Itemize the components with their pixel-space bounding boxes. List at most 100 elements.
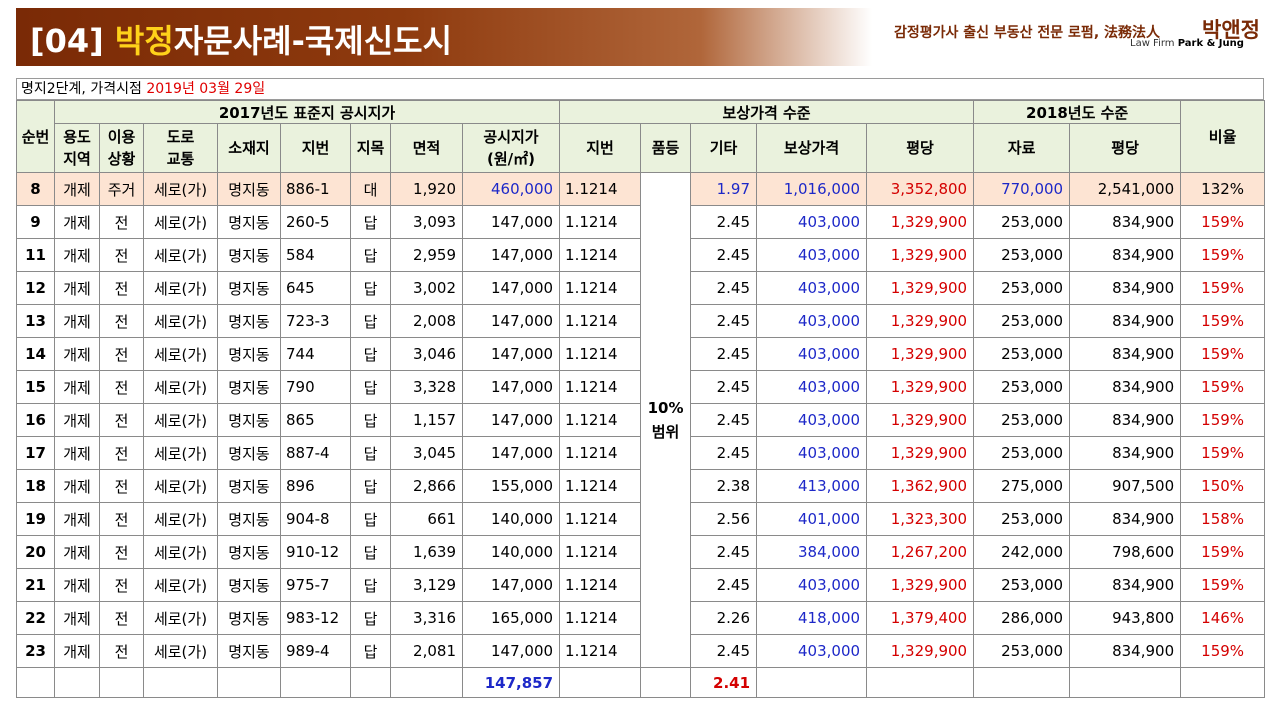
cell-comp: 403,000 — [756, 436, 868, 470]
header-road: 도로교통 — [143, 123, 218, 173]
cell-ratio: 159% — [1180, 370, 1266, 404]
table-row: 16 개제 전 세로(가) 명지동 865 답 1,157 147,000 1.1214 2.45 4… — [16, 403, 1266, 437]
cell-comp: 1,016,000 — [756, 172, 868, 206]
grade-range-percent: 10% — [647, 399, 684, 417]
cell-comp: 403,000 — [756, 370, 868, 404]
table-row: 12 개제 전 세로(가) 명지동 645 답 3,002 147,000 1.1214 2.45 4… — [16, 271, 1266, 305]
cell-zone: 개제 — [54, 535, 100, 569]
cell-no: 23 — [16, 634, 55, 668]
cell-loc: 명지동 — [217, 568, 281, 602]
header-lot: 지번 — [280, 123, 351, 173]
cell-pp: 1,329,900 — [866, 436, 975, 470]
cell-other: 2.45 — [690, 535, 758, 569]
cell-cat: 답 — [350, 634, 391, 668]
cell-pp: 1,362,900 — [866, 469, 975, 503]
cell-cat: 답 — [350, 205, 391, 239]
cell-factor: 1.1214 — [559, 634, 642, 668]
cell-area: 2,866 — [390, 469, 463, 503]
cell-data: 253,000 — [973, 634, 1071, 668]
header-category: 지목 — [350, 123, 391, 173]
cell-area: 1,639 — [390, 535, 463, 569]
table-row: 20 개제 전 세로(가) 명지동 910-12 답 1,639 140,000 1.1214 2.… — [16, 535, 1266, 569]
cell-other: 2.45 — [690, 370, 758, 404]
sub-header-row: 용도지역 이용상황 도로교통 소재지 지번 지목 면적 공시지가(원/㎡) 지번… — [17, 123, 1265, 173]
cell-factor: 1.1214 — [559, 502, 642, 536]
cell-cat: 답 — [350, 568, 391, 602]
cell-zone: 개제 — [54, 403, 100, 437]
cell-data: 253,000 — [973, 403, 1071, 437]
cell-no: 14 — [16, 337, 55, 371]
title-bar: [04] 박정자문사례-국제신도시 — [16, 8, 872, 66]
cell-other: 2.45 — [690, 568, 758, 602]
grade-range-label: 범위 — [651, 423, 680, 441]
cell-price: 165,000 — [461, 601, 561, 635]
table-row: 19 개제 전 세로(가) 명지동 904-8 답 661 140,000 1.1214 2.56 4… — [16, 502, 1266, 536]
cell-ratio: 159% — [1180, 205, 1266, 239]
cell-zone: 개제 — [54, 568, 100, 602]
title-rest: 자문사례-국제신도시 — [173, 22, 453, 60]
table-row: 13 개제 전 세로(가) 명지동 723-3 답 2,008 147,000 1.1214 2.4… — [16, 304, 1266, 338]
header-compensation: 보상가격 수준 — [559, 100, 975, 124]
cell-use: 전 — [99, 403, 144, 437]
cell-cat: 답 — [350, 271, 391, 305]
cell-ratio: 159% — [1180, 304, 1266, 338]
cell-ratio: 150% — [1180, 469, 1266, 503]
cell-factor: 1.1214 — [559, 469, 642, 503]
cell-other: 2.45 — [690, 634, 758, 668]
summary-empty-cell — [54, 667, 100, 698]
cell-cat: 대 — [350, 172, 391, 206]
cell-pp: 1,329,900 — [866, 634, 975, 668]
cell-road: 세로(가) — [143, 634, 218, 668]
cell-loc: 명지동 — [217, 172, 281, 206]
cell-area: 1,157 — [390, 403, 463, 437]
header-per-pyeong: 평당 — [866, 123, 975, 173]
cell-pp: 1,329,900 — [866, 370, 975, 404]
cell-area: 1,920 — [390, 172, 463, 206]
cell-lot: 790 — [280, 370, 351, 404]
cell-use: 전 — [99, 337, 144, 371]
cell-other: 2.45 — [690, 238, 758, 272]
cell-pp: 1,329,900 — [866, 238, 975, 272]
cell-pp2: 834,900 — [1069, 436, 1182, 470]
cell-cat: 답 — [350, 370, 391, 404]
summary-empty-cell — [973, 667, 1071, 698]
title-code: [04] — [30, 22, 104, 60]
cell-road: 세로(가) — [143, 403, 218, 437]
cell-factor: 1.1214 — [559, 370, 642, 404]
cell-zone: 개제 — [54, 436, 100, 470]
cell-loc: 명지동 — [217, 634, 281, 668]
cell-lot: 989-4 — [280, 634, 351, 668]
cell-price: 460,000 — [461, 172, 561, 206]
cell-area: 2,008 — [390, 304, 463, 338]
cell-factor: 1.1214 — [559, 238, 642, 272]
header-lot-factor: 지번 — [559, 123, 642, 173]
cell-data: 253,000 — [973, 205, 1071, 239]
cell-lot: 975-7 — [280, 568, 351, 602]
cell-data: 286,000 — [973, 601, 1071, 635]
cell-cat: 답 — [350, 469, 391, 503]
cell-price: 147,000 — [461, 403, 561, 437]
cell-comp: 403,000 — [756, 337, 868, 371]
cell-road: 세로(가) — [143, 304, 218, 338]
cell-loc: 명지동 — [217, 238, 281, 272]
cell-zone: 개제 — [54, 502, 100, 536]
cell-other: 2.45 — [690, 205, 758, 239]
cell-data: 253,000 — [973, 304, 1071, 338]
cell-lot: 723-3 — [280, 304, 351, 338]
table-caption: 명지2단계, 가격시점 2019년 03월 29일 — [16, 78, 1264, 100]
cell-price: 147,000 — [461, 568, 561, 602]
title-highlight: 박정 — [114, 22, 174, 60]
cell-area: 3,045 — [390, 436, 463, 470]
cell-zone: 개제 — [54, 238, 100, 272]
cell-loc: 명지동 — [217, 304, 281, 338]
cell-cat: 답 — [350, 304, 391, 338]
header-ratio: 비율 — [1180, 100, 1266, 173]
cell-ratio: 132% — [1180, 172, 1266, 206]
cell-pp2: 834,900 — [1069, 238, 1182, 272]
cell-comp: 418,000 — [756, 601, 868, 635]
cell-pp2: 834,900 — [1069, 568, 1182, 602]
cell-ratio: 159% — [1180, 568, 1266, 602]
firm-sub-name: Park & Jung — [1177, 38, 1244, 49]
cell-area: 3,046 — [390, 337, 463, 371]
